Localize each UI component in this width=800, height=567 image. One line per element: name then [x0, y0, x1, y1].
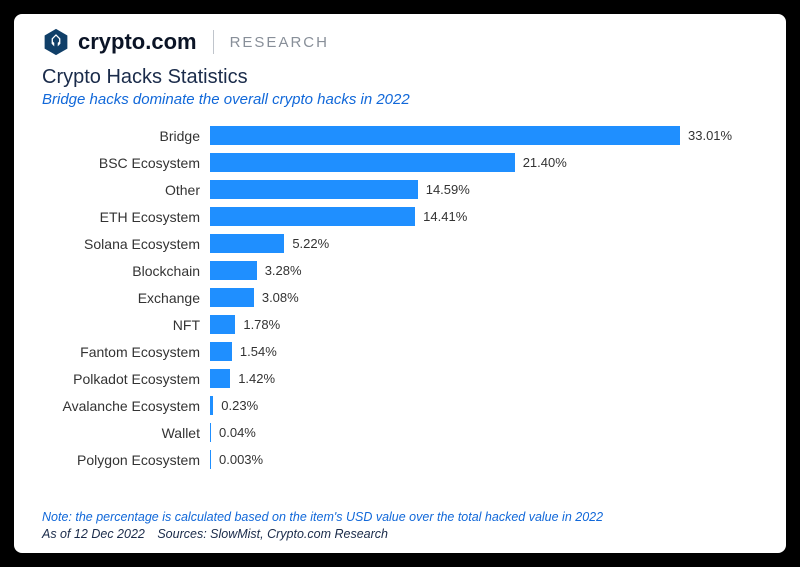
value-label: 33.01% — [680, 128, 732, 143]
bar — [210, 261, 257, 280]
bar — [210, 369, 230, 388]
category-label: Avalanche Ecosystem — [42, 398, 210, 414]
bar-row: Polygon Ecosystem0.003% — [42, 446, 758, 473]
bar-row: ETH Ecosystem 14.41% — [42, 203, 758, 230]
sources: As of 12 Dec 2022 Sources: SlowMist, Cry… — [42, 527, 758, 541]
chart-card: crypto.com RESEARCH Crypto Hacks Statist… — [14, 14, 786, 553]
category-label: NFT — [42, 317, 210, 333]
value-label: 0.003% — [211, 452, 263, 467]
bar — [210, 315, 235, 334]
header: crypto.com RESEARCH — [42, 28, 758, 56]
header-divider — [213, 30, 214, 54]
bar-area: 5.22% — [210, 230, 758, 257]
bar — [210, 180, 418, 199]
bar-row: BSC Ecosystem 21.40% — [42, 149, 758, 176]
category-label: Exchange — [42, 290, 210, 306]
bar-area: 1.54% — [210, 338, 758, 365]
category-label: BSC Ecosystem — [42, 155, 210, 171]
value-label: 14.41% — [415, 209, 467, 224]
bar-row: NFT 1.78% — [42, 311, 758, 338]
bar-row: Bridge 33.01% — [42, 122, 758, 149]
value-label: 0.04% — [211, 425, 256, 440]
value-label: 14.59% — [418, 182, 470, 197]
category-label: ETH Ecosystem — [42, 209, 210, 225]
chart-title: Crypto Hacks Statistics — [42, 66, 758, 89]
value-label: 1.42% — [230, 371, 275, 386]
chart-subtitle: Bridge hacks dominate the overall crypto… — [42, 91, 758, 108]
bar-row: Solana Ecosystem 5.22% — [42, 230, 758, 257]
bar — [210, 153, 515, 172]
category-label: Solana Ecosystem — [42, 236, 210, 252]
bar-area: 1.42% — [210, 365, 758, 392]
bar-row: Polkadot Ecosystem 1.42% — [42, 365, 758, 392]
value-label: 3.28% — [257, 263, 302, 278]
bar-chart: Bridge 33.01% BSC Ecosystem 21.40% Other 14.5… — [42, 122, 758, 504]
bar — [210, 207, 415, 226]
value-label: 3.08% — [254, 290, 299, 305]
category-label: Polkadot Ecosystem — [42, 371, 210, 387]
bar-area: 0.23% — [210, 392, 758, 419]
bar-area: 33.01% — [210, 122, 758, 149]
footnote: Note: the percentage is calculated based… — [42, 510, 758, 524]
bar-area: 0.003% — [210, 446, 758, 473]
category-label: Fantom Ecosystem — [42, 344, 210, 360]
bar-area: 3.08% — [210, 284, 758, 311]
bar-row: Blockchain 3.28% — [42, 257, 758, 284]
bar-area: 14.59% — [210, 176, 758, 203]
bar-row: Other 14.59% — [42, 176, 758, 203]
footer: Note: the percentage is calculated based… — [42, 510, 758, 541]
bar-area: 21.40% — [210, 149, 758, 176]
bar-row: Avalanche Ecosystem0.23% — [42, 392, 758, 419]
bar-area: 3.28% — [210, 257, 758, 284]
crypto-com-icon — [42, 28, 70, 56]
bar — [210, 288, 254, 307]
value-label: 5.22% — [284, 236, 329, 251]
value-label: 1.54% — [232, 344, 277, 359]
bar-row: Exchange 3.08% — [42, 284, 758, 311]
category-label: Bridge — [42, 128, 210, 144]
value-label: 1.78% — [235, 317, 280, 332]
bar-area: 14.41% — [210, 203, 758, 230]
category-label: Other — [42, 182, 210, 198]
bar — [210, 234, 284, 253]
category-label: Blockchain — [42, 263, 210, 279]
bar-area: 0.04% — [210, 419, 758, 446]
category-label: Wallet — [42, 425, 210, 441]
section-label: RESEARCH — [230, 34, 329, 51]
bar — [210, 342, 232, 361]
bar-area: 1.78% — [210, 311, 758, 338]
bar — [210, 126, 680, 145]
brand-name: crypto.com — [78, 29, 197, 55]
bar-row: Wallet0.04% — [42, 419, 758, 446]
value-label: 21.40% — [515, 155, 567, 170]
brand-logo: crypto.com — [42, 28, 197, 56]
bar-row: Fantom Ecosystem 1.54% — [42, 338, 758, 365]
category-label: Polygon Ecosystem — [42, 452, 210, 468]
value-label: 0.23% — [213, 398, 258, 413]
